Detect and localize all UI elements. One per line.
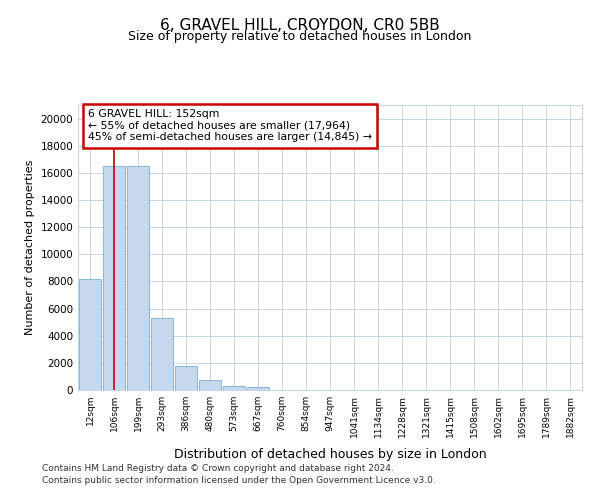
Y-axis label: Number of detached properties: Number of detached properties (25, 160, 35, 335)
Bar (79, 278, 101, 390)
Bar (175, 366, 197, 390)
Text: 6, GRAVEL HILL, CROYDON, CR0 5BB: 6, GRAVEL HILL, CROYDON, CR0 5BB (160, 18, 440, 32)
Bar (151, 318, 173, 390)
Text: Contains HM Land Registry data © Crown copyright and database right 2024.: Contains HM Land Registry data © Crown c… (42, 464, 394, 473)
Bar (127, 166, 149, 390)
Text: Contains public sector information licensed under the Open Government Licence v3: Contains public sector information licen… (42, 476, 436, 485)
Bar (199, 380, 221, 390)
X-axis label: Distribution of detached houses by size in London: Distribution of detached houses by size … (173, 448, 487, 461)
Text: 6 GRAVEL HILL: 152sqm
← 55% of detached houses are smaller (17,964)
45% of semi-: 6 GRAVEL HILL: 152sqm ← 55% of detached … (88, 110, 372, 142)
Bar (247, 386, 269, 390)
Text: Size of property relative to detached houses in London: Size of property relative to detached ho… (128, 30, 472, 43)
Bar (223, 386, 245, 390)
Bar (103, 166, 125, 390)
